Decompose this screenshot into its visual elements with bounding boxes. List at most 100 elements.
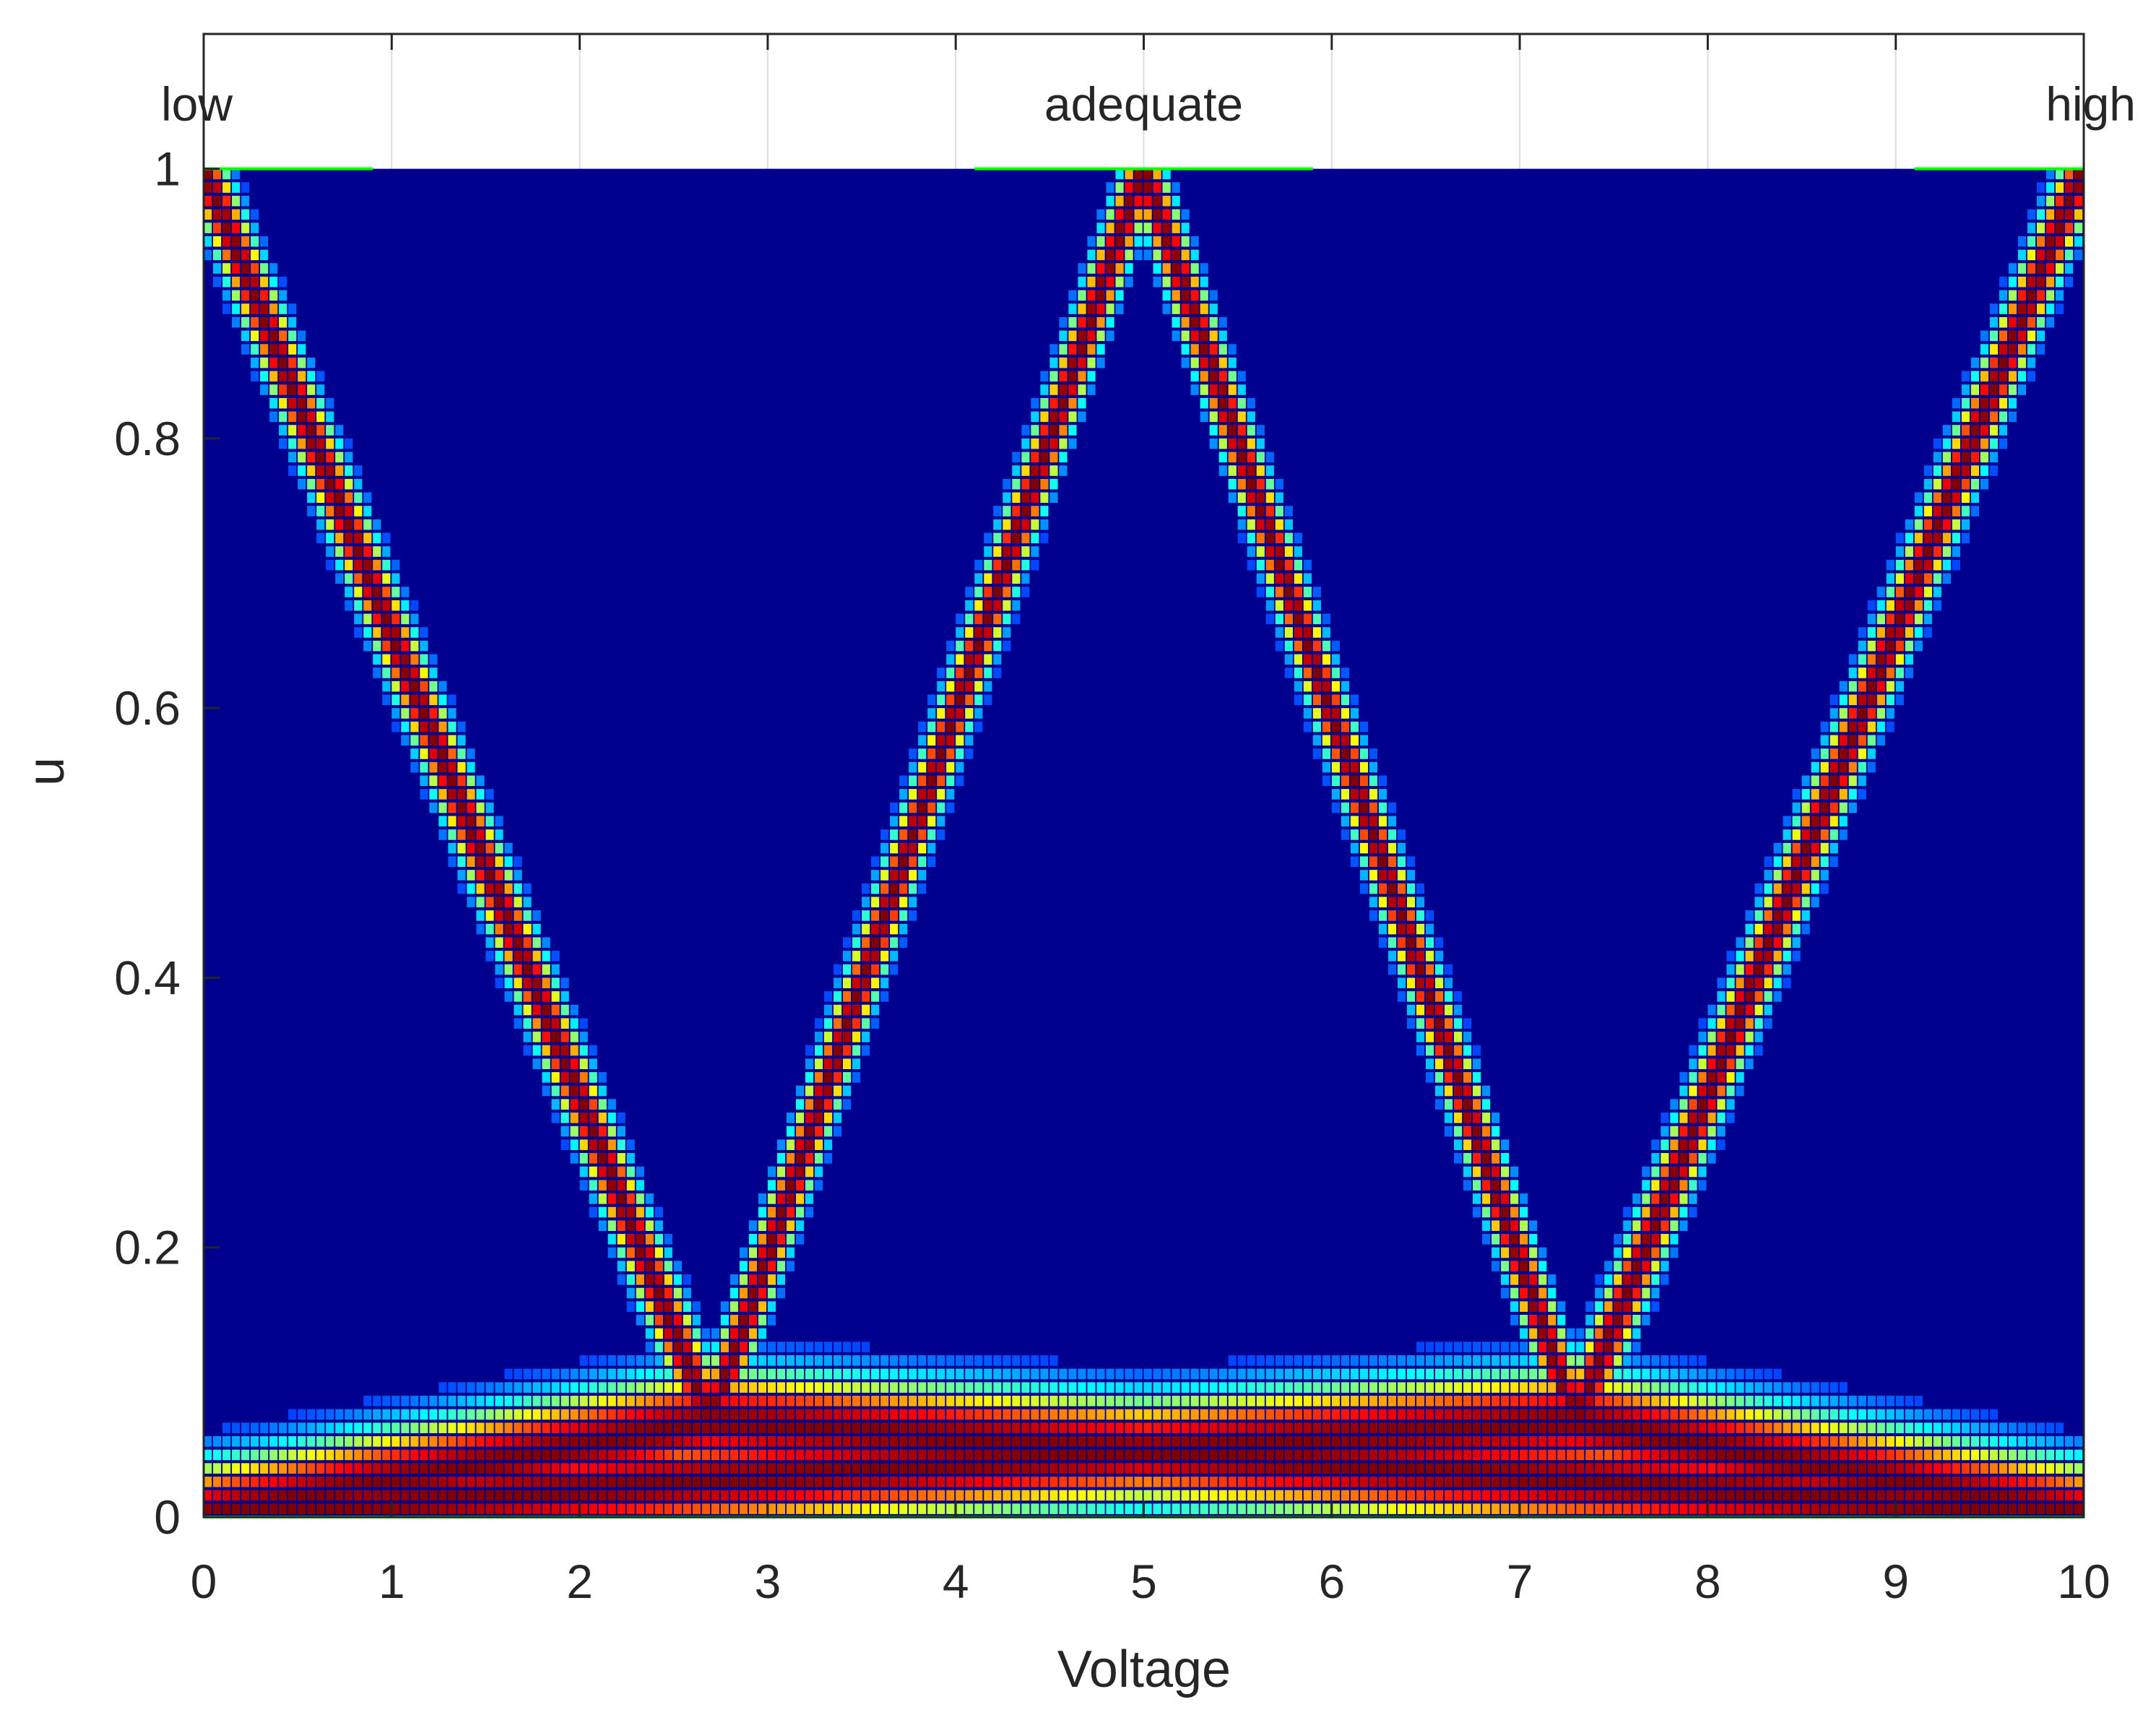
heatmap-cell (1143, 1449, 1152, 1461)
heatmap-cell (1745, 977, 1754, 989)
annotation-low: low (161, 77, 233, 131)
heatmap-cell (1970, 397, 1980, 409)
heatmap-cell (823, 991, 833, 1002)
heatmap-cell (909, 856, 917, 868)
heatmap-cell (1040, 519, 1049, 530)
heatmap-cell (758, 1301, 767, 1312)
heatmap-cell (222, 263, 231, 274)
heatmap-cell (345, 1409, 353, 1420)
heatmap-cell (1303, 600, 1312, 611)
heatmap-cell (1651, 1153, 1660, 1164)
heatmap-cell (927, 1449, 936, 1461)
heatmap-cell (495, 910, 503, 921)
heatmap-cell (2064, 263, 2074, 274)
heatmap-cell (701, 1490, 710, 1501)
heatmap-cell (795, 1382, 805, 1393)
heatmap-cell (1031, 465, 1039, 476)
heatmap-cell (279, 411, 287, 423)
heatmap-cell (880, 937, 889, 949)
heatmap-cell (1830, 802, 1838, 813)
heatmap-cell (1012, 1463, 1021, 1474)
heatmap-cell (1651, 1166, 1660, 1178)
heatmap-cell (1312, 668, 1321, 678)
heatmap-cell (1811, 1490, 1819, 1501)
heatmap-cell (1162, 168, 1171, 180)
heatmap-cell (1181, 1409, 1190, 1420)
heatmap-cell (1501, 1193, 1510, 1204)
heatmap-cell (1237, 1368, 1246, 1380)
heatmap-cell (1425, 1463, 1434, 1474)
heatmap-cell (1567, 1422, 1575, 1433)
heatmap-cell (345, 532, 353, 544)
heatmap-cell (1689, 1085, 1697, 1097)
heatmap-cell (1717, 1126, 1726, 1137)
heatmap-cell (890, 1355, 899, 1366)
heatmap-cell (617, 1153, 625, 1164)
heatmap-cell (532, 1477, 541, 1487)
heatmap-cell (984, 1422, 992, 1433)
heatmap-cell (1369, 910, 1378, 921)
heatmap-cell (1867, 761, 1876, 773)
heatmap-cell (1595, 1449, 1603, 1461)
heatmap-cell (241, 1449, 250, 1461)
heatmap-cell (993, 519, 1002, 530)
heatmap-cell (1444, 964, 1453, 975)
heatmap-cell (1190, 1503, 1199, 1514)
heatmap-cell (1510, 1396, 1519, 1407)
heatmap-cell (448, 1436, 456, 1447)
heatmap-cell (984, 1436, 992, 1447)
heatmap-cell (420, 1436, 428, 1447)
heatmap-cell (326, 411, 334, 423)
heatmap-cell (1434, 937, 1444, 949)
heatmap-cell (1425, 1355, 1434, 1366)
heatmap-cell (1059, 1503, 1068, 1514)
heatmap-cell (1284, 587, 1293, 597)
heatmap-cell (1303, 1409, 1312, 1420)
heatmap-cell (786, 1490, 795, 1501)
heatmap-cell (1454, 1085, 1463, 1097)
heatmap-cell (776, 1396, 786, 1407)
heatmap-cell (391, 1490, 400, 1501)
heatmap-cell (1190, 1477, 1199, 1487)
heatmap-cell (711, 1436, 719, 1447)
heatmap-cell (1087, 1382, 1096, 1393)
heatmap-cell (946, 1436, 955, 1447)
heatmap-cell (1434, 1355, 1444, 1366)
heatmap-cell (1548, 1315, 1557, 1326)
heatmap-cell (1228, 465, 1237, 476)
heatmap-cell (1501, 1409, 1510, 1420)
heatmap-cell (1247, 1490, 1255, 1501)
heatmap-cell (776, 1449, 786, 1461)
heatmap-cell (956, 1382, 964, 1393)
heatmap-cell (1237, 532, 1246, 544)
heatmap-cell (1284, 506, 1293, 517)
heatmap-cell (626, 1247, 635, 1258)
heatmap-cell (673, 1368, 682, 1380)
heatmap-cell (1378, 1477, 1387, 1487)
heatmap-cell (1773, 1368, 1782, 1380)
heatmap-cell (993, 1355, 1002, 1366)
heatmap-cell (1416, 1409, 1425, 1420)
heatmap-cell (1717, 1139, 1726, 1150)
heatmap-cell (871, 951, 880, 962)
heatmap-cell (2055, 209, 2064, 220)
heatmap-cell (1811, 856, 1819, 868)
heatmap-cell (871, 910, 880, 921)
heatmap-cell (1143, 1409, 1152, 1420)
heatmap-cell (1548, 1449, 1557, 1461)
heatmap-cell (1265, 1368, 1274, 1380)
heatmap-cell (748, 1220, 758, 1231)
heatmap-cell (1416, 964, 1425, 975)
heatmap-cell (514, 1463, 522, 1474)
heatmap-cell (1567, 1503, 1575, 1514)
heatmap-cell (288, 303, 297, 314)
heatmap-cell (213, 276, 222, 288)
heatmap-cell (1933, 1422, 1941, 1433)
heatmap-cell (1209, 438, 1218, 449)
heatmap-cell (1651, 1261, 1660, 1271)
heatmap-cell (1679, 1139, 1688, 1150)
heatmap-cell (2027, 1463, 2036, 1474)
heatmap-cell (232, 1490, 241, 1501)
heatmap-cell (1830, 735, 1838, 746)
heatmap-cell (701, 1463, 710, 1474)
